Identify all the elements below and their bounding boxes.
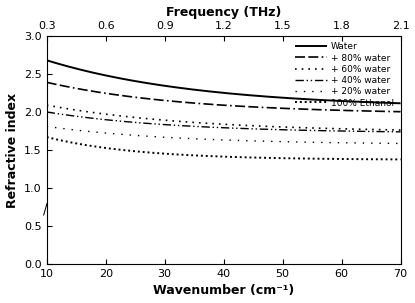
Line: Water: Water <box>47 60 400 103</box>
100% Ethanol <box>398 158 403 161</box>
+ 80% water <box>44 81 49 84</box>
+ 80% water <box>215 103 220 107</box>
Text: /: / <box>43 202 47 216</box>
+ 80% water <box>212 103 217 106</box>
+ 60% water <box>215 122 220 126</box>
Water <box>44 58 49 62</box>
+ 20% water <box>44 125 49 128</box>
+ 60% water <box>334 127 339 131</box>
X-axis label: Wavenumber (cm⁻¹): Wavenumber (cm⁻¹) <box>153 285 294 298</box>
Water <box>390 101 395 105</box>
+ 80% water <box>334 108 339 112</box>
+ 40% water <box>215 126 220 129</box>
+ 20% water <box>390 142 395 145</box>
Water <box>334 99 339 103</box>
+ 40% water <box>334 129 339 133</box>
100% Ethanol <box>215 155 220 158</box>
+ 20% water <box>398 142 403 145</box>
+ 60% water <box>212 122 217 125</box>
+ 40% water <box>212 125 217 129</box>
+ 80% water <box>255 105 260 109</box>
100% Ethanol <box>236 155 241 159</box>
Line: 100% Ethanol: 100% Ethanol <box>47 137 400 159</box>
Line: + 80% water: + 80% water <box>47 82 400 112</box>
+ 60% water <box>255 124 260 128</box>
+ 60% water <box>390 128 395 132</box>
Water <box>212 90 217 94</box>
+ 60% water <box>236 123 241 127</box>
Water <box>398 102 403 105</box>
+ 20% water <box>215 138 220 142</box>
+ 40% water <box>390 130 395 134</box>
+ 40% water <box>44 110 49 114</box>
100% Ethanol <box>334 157 339 161</box>
100% Ethanol <box>44 135 49 139</box>
+ 20% water <box>334 141 339 145</box>
+ 60% water <box>44 103 49 107</box>
X-axis label: Frequency (THz): Frequency (THz) <box>166 5 281 18</box>
Line: + 20% water: + 20% water <box>47 126 400 143</box>
Water <box>236 92 241 96</box>
+ 40% water <box>236 127 241 130</box>
100% Ethanol <box>390 158 395 161</box>
+ 60% water <box>398 128 403 132</box>
+ 80% water <box>398 110 403 114</box>
100% Ethanol <box>255 156 260 159</box>
Line: + 40% water: + 40% water <box>47 112 400 132</box>
+ 40% water <box>398 130 403 134</box>
Water <box>255 94 260 98</box>
+ 20% water <box>255 139 260 143</box>
100% Ethanol <box>212 155 217 158</box>
+ 40% water <box>255 127 260 131</box>
+ 80% water <box>236 104 241 108</box>
Legend: Water, + 80% water, + 60% water, + 40% water, + 20% water, 100% Ethanol: Water, + 80% water, + 60% water, + 40% w… <box>293 41 396 109</box>
Line: + 60% water: + 60% water <box>47 105 400 130</box>
Water <box>215 90 220 94</box>
Y-axis label: Refractive index: Refractive index <box>5 92 19 208</box>
+ 20% water <box>212 138 217 142</box>
+ 80% water <box>390 110 395 113</box>
+ 20% water <box>236 139 241 142</box>
